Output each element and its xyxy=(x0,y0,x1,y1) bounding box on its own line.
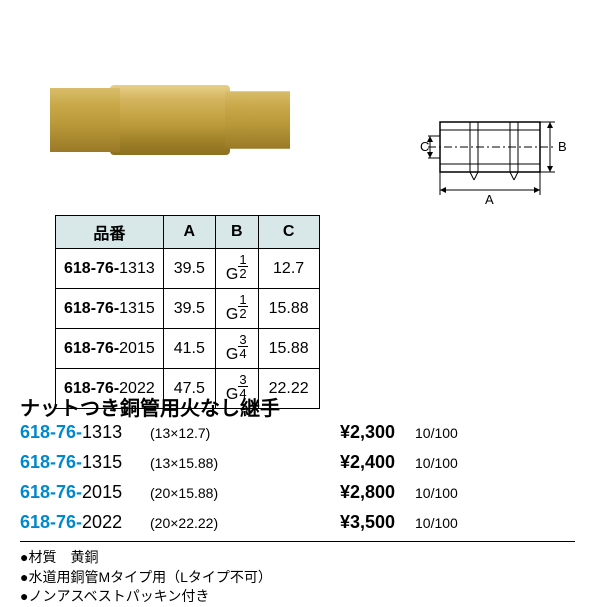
price-list: 618-76-1313 (13×12.7) ¥2,300 10/100 618-… xyxy=(20,422,580,542)
diagram-label-a: A xyxy=(485,192,494,207)
product-title: ナットつき銅管用火なし継手 xyxy=(20,392,280,421)
spec-row: 618-76-1315 39.5 G12 15.88 xyxy=(56,289,320,329)
spec-row: 618-76-1313 39.5 G12 12.7 xyxy=(56,249,320,289)
spec-header-b: B xyxy=(215,216,258,249)
price-row: 618-76-1315 (13×15.88) ¥2,400 10/100 xyxy=(20,452,580,482)
fitting-render xyxy=(50,70,290,170)
product-photo xyxy=(20,50,320,200)
divider xyxy=(20,541,575,542)
product-notes: ●材質 黄銅 ●水道用銅管Mタイプ用（Lタイプ不可） ●ノンアスベストパッキン付… xyxy=(20,548,272,607)
spec-header-row: 品番 A B C xyxy=(56,216,320,249)
spec-header-c: C xyxy=(258,216,319,249)
note-line: ●材質 黄銅 xyxy=(20,548,272,568)
spec-row: 618-76-2015 41.5 G34 15.88 xyxy=(56,329,320,369)
diagram-label-b: B xyxy=(558,139,567,154)
dimension-diagram: C B A xyxy=(420,100,570,210)
price-row: 618-76-2015 (20×15.88) ¥2,800 10/100 xyxy=(20,482,580,512)
note-line: ●ノンアスベストパッキン付き xyxy=(20,587,272,607)
diagram-label-c: C xyxy=(420,139,429,154)
note-line: ●水道用銅管Mタイプ用（Lタイプ不可） xyxy=(20,568,272,588)
spec-header-pn: 品番 xyxy=(56,216,164,249)
price-row: 618-76-1313 (13×12.7) ¥2,300 10/100 xyxy=(20,422,580,452)
price-row: 618-76-2022 (20×22.22) ¥3,500 10/100 xyxy=(20,512,580,542)
spec-table: 品番 A B C 618-76-1313 39.5 G12 12.7 618-7… xyxy=(55,215,320,409)
spec-header-a: A xyxy=(163,216,215,249)
